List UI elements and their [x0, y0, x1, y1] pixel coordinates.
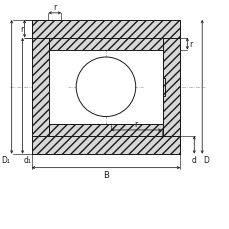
Circle shape — [76, 58, 135, 117]
Bar — [49, 50, 162, 124]
Text: D: D — [202, 155, 208, 164]
Text: D₁: D₁ — [1, 155, 10, 164]
Bar — [31, 21, 180, 154]
Text: r: r — [134, 120, 137, 129]
Polygon shape — [162, 38, 180, 136]
Polygon shape — [49, 124, 162, 136]
Text: B: B — [103, 170, 108, 179]
Text: r: r — [188, 40, 191, 49]
Polygon shape — [31, 38, 49, 136]
Polygon shape — [31, 21, 180, 38]
Polygon shape — [31, 136, 180, 154]
Polygon shape — [49, 38, 162, 50]
Text: r: r — [53, 3, 56, 12]
Bar — [154, 79, 164, 96]
Text: r: r — [20, 25, 23, 34]
Text: d₁: d₁ — [24, 155, 31, 164]
Text: d: d — [191, 155, 196, 164]
